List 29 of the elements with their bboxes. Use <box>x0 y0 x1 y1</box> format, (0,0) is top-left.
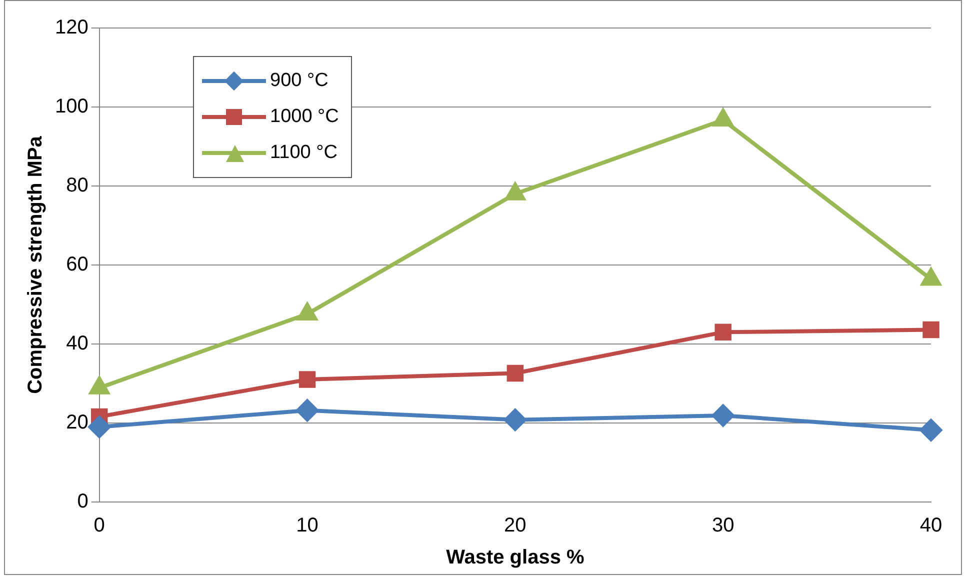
point <box>505 182 525 200</box>
y-tick-label: 60 <box>66 254 88 276</box>
point <box>712 404 734 426</box>
y-tick-label: 20 <box>66 412 88 434</box>
y-tick-label: 0 <box>77 490 88 513</box>
point <box>920 419 942 442</box>
x-tick-label: 10 <box>296 514 318 537</box>
point <box>296 399 318 422</box>
legend-label: 1000 °C <box>270 106 339 128</box>
x-tick-label: 20 <box>504 514 526 537</box>
point <box>922 321 940 338</box>
x-tick-label: 40 <box>920 514 942 537</box>
y-tick-label: 80 <box>66 174 88 197</box>
point <box>504 408 526 431</box>
point <box>713 109 733 127</box>
y-tick-label: 40 <box>66 332 88 355</box>
x-tick-label: 30 <box>712 514 734 537</box>
y-tick-label: 100 <box>54 96 88 118</box>
point <box>921 268 941 286</box>
x-tick-label: 0 <box>94 514 105 537</box>
point <box>714 324 732 341</box>
y-axis-title: Compressive strength MPa <box>24 135 47 394</box>
point <box>88 416 110 438</box>
x-axis-title: Waste glass % <box>446 546 585 569</box>
legend-label: 900 °C <box>270 70 328 92</box>
y-tick-label: 120 <box>54 16 88 39</box>
point <box>298 371 316 388</box>
legend-label: 1100 °C <box>270 142 338 164</box>
point <box>506 364 524 382</box>
